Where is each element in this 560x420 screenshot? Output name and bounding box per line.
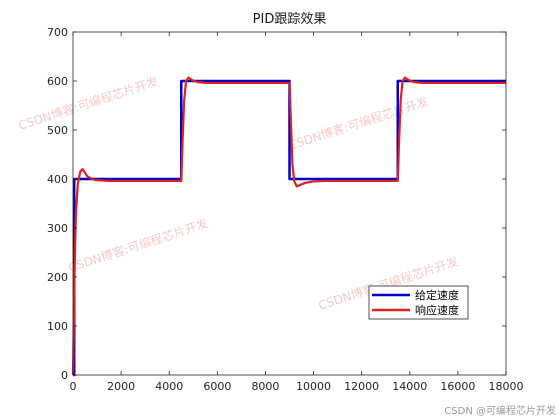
y-tick-label: 500 [47, 124, 68, 137]
y-axis: 0 100 200 300 400 500 600 700 [47, 26, 506, 382]
y-tick-label: 600 [47, 75, 68, 88]
y-tick-label: 400 [47, 173, 68, 186]
y-tick-label: 100 [47, 320, 68, 333]
x-tick-label: 8000 [251, 380, 279, 393]
x-axis: 0 2000 4000 6000 8000 10000 12000 14000 16000 180… [70, 32, 524, 393]
legend-label-reference: 给定速度 [415, 288, 459, 302]
legend-label-response: 响应速度 [415, 303, 459, 317]
y-tick-label: 300 [47, 222, 68, 235]
y-tick-label: 700 [47, 26, 68, 39]
series-line-response [71, 76, 506, 376]
x-tick-label: 6000 [203, 380, 231, 393]
x-tick-label: 14000 [392, 380, 427, 393]
legend-box [368, 285, 469, 320]
y-tick-label: 0 [61, 369, 68, 382]
x-tick-label: 0 [70, 380, 77, 393]
x-tick-label: 10000 [296, 380, 331, 393]
chart-title: PID跟踪效果 [253, 12, 327, 27]
source-credit: CSDN @可编程芯片开发 [444, 404, 556, 417]
x-tick-label: 12000 [344, 380, 379, 393]
x-tick-label: 18000 [489, 380, 524, 393]
plot-frame [72, 31, 507, 376]
x-tick-label: 4000 [155, 380, 183, 393]
x-tick-label: 16000 [440, 380, 475, 393]
x-tick-label: 2000 [107, 380, 135, 393]
legend: 给定速度 响应速度 [368, 285, 469, 320]
y-tick-label: 200 [47, 271, 68, 284]
